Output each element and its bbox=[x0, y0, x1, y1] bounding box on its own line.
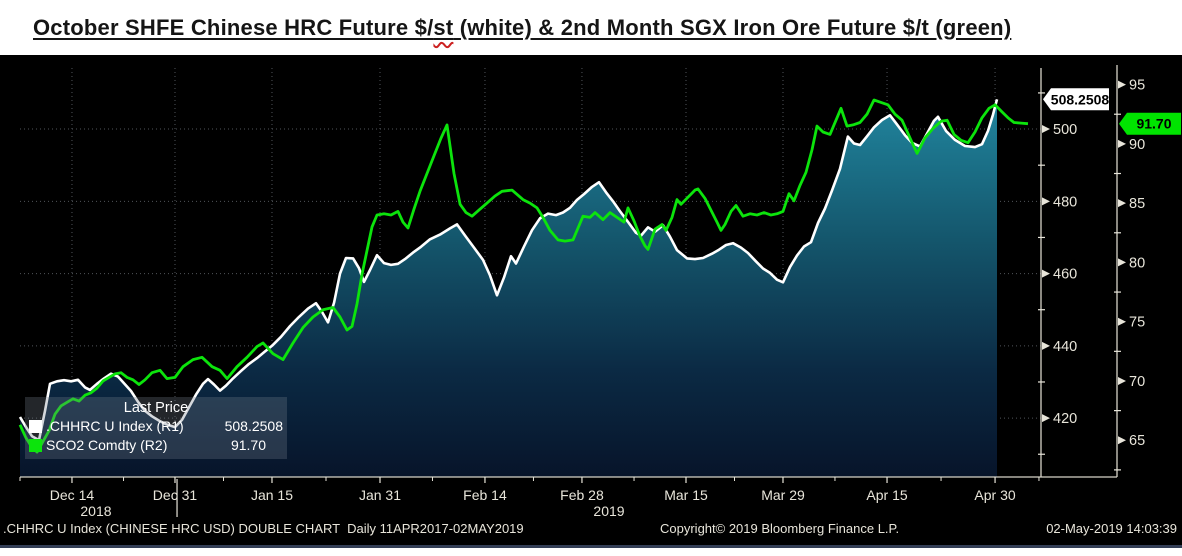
x-tick-label: Dec 31 bbox=[153, 487, 198, 503]
r1-tick-arrow bbox=[1042, 414, 1050, 423]
legend-box bbox=[25, 397, 287, 459]
r2-tick-arrow bbox=[1118, 317, 1126, 326]
footer-security-description: .CHHRC U Index (CHINESE HRC USD) DOUBLE … bbox=[3, 521, 524, 536]
chart-canvas[interactable]: 500 480 460 440 420 95 90 85 80 75 70 65 Dec 14 Dec 3… bbox=[0, 55, 1182, 556]
r2-tick-label: 70 bbox=[1129, 374, 1145, 390]
footer-timestamp: 02-May-2019 14:03:39 bbox=[1046, 521, 1177, 536]
r2-tick-arrow bbox=[1118, 258, 1126, 267]
page-title-part1: October SHFE Chinese HRC Future $/ bbox=[33, 14, 434, 40]
r1-tick-label: 460 bbox=[1053, 267, 1077, 283]
spellcheck-squiggle-word: st bbox=[433, 14, 454, 40]
x-tick-label: Feb 14 bbox=[463, 487, 507, 503]
x-tick-label: Dec 14 bbox=[50, 487, 95, 503]
r2-tick-arrow bbox=[1118, 80, 1126, 89]
x-tick-label: Mar 29 bbox=[761, 487, 805, 503]
r2-tick-label: 85 bbox=[1129, 196, 1145, 212]
x-tick-label: Apr 15 bbox=[866, 487, 907, 503]
x-tick-label: Feb 28 bbox=[560, 487, 604, 503]
legend-series-value: 91.70 bbox=[231, 437, 266, 453]
footer-copyright: Copyright© 2019 Bloomberg Finance L.P. bbox=[660, 521, 900, 536]
r2-tick-arrow bbox=[1118, 139, 1126, 148]
r1-tick-arrow bbox=[1042, 125, 1050, 134]
r2-last-price-tag bbox=[1119, 112, 1181, 135]
chart-panel: 500 480 460 440 420 95 90 85 80 75 70 65 Dec 14 Dec 3… bbox=[0, 55, 1182, 556]
r2-tick-arrow bbox=[1118, 436, 1126, 445]
r2-tick-label: 90 bbox=[1129, 137, 1145, 153]
legend-swatch-hrc bbox=[29, 420, 42, 433]
legend-series-label: SCO2 Comdty (R2) bbox=[46, 437, 167, 453]
x-tick-label: Jan 31 bbox=[359, 487, 401, 503]
x-tick-label: Jan 15 bbox=[251, 487, 293, 503]
r1-last-price-tag-text: 508.2508 bbox=[1051, 91, 1110, 107]
iron-ore-price-line bbox=[18, 98, 1029, 454]
r1-tick-label: 480 bbox=[1053, 194, 1077, 210]
r1-tick-label: 500 bbox=[1053, 122, 1077, 138]
year-label: 2018 bbox=[80, 503, 111, 519]
bottom-edge-stripe bbox=[0, 545, 1182, 548]
status-bar: .CHHRC U Index (CHINESE HRC USD) DOUBLE … bbox=[0, 521, 1182, 541]
hrc-price-line bbox=[18, 98, 999, 442]
r1-tick-label: 440 bbox=[1053, 339, 1077, 355]
r1-tick-label: 420 bbox=[1053, 411, 1077, 427]
hrc-area-fill bbox=[20, 99, 997, 478]
r2-last-price-tag-text: 91.70 bbox=[1136, 116, 1171, 132]
x-tick-label: Apr 30 bbox=[974, 487, 1015, 503]
page-title-part2: (white) & 2nd Month SGX Iron Ore Future … bbox=[453, 14, 1012, 40]
legend-swatch-iron-ore bbox=[29, 439, 42, 452]
r1-tick-arrow bbox=[1042, 197, 1050, 206]
legend-title: Last Price bbox=[124, 400, 188, 416]
r2-tick-arrow bbox=[1118, 199, 1126, 208]
r2-tick-label: 65 bbox=[1129, 433, 1145, 449]
r1-last-price-tag bbox=[1043, 88, 1109, 111]
legend-series-label: .CHHRC U Index (R1) bbox=[46, 418, 184, 434]
r2-tick-label: 80 bbox=[1129, 255, 1145, 271]
year-label: 2019 bbox=[593, 503, 624, 519]
r1-tick-arrow bbox=[1042, 341, 1050, 350]
x-tick-label: Mar 15 bbox=[664, 487, 708, 503]
r2-tick-label: 75 bbox=[1129, 315, 1145, 331]
r1-tick-arrow bbox=[1042, 269, 1050, 278]
page-title: October SHFE Chinese HRC Future $/st (wh… bbox=[33, 15, 1011, 41]
r2-tick-label: 95 bbox=[1129, 78, 1145, 94]
title-bar: October SHFE Chinese HRC Future $/st (wh… bbox=[0, 0, 1182, 55]
r2-tick-arrow bbox=[1118, 376, 1126, 385]
legend-series-value: 508.2508 bbox=[225, 418, 284, 434]
